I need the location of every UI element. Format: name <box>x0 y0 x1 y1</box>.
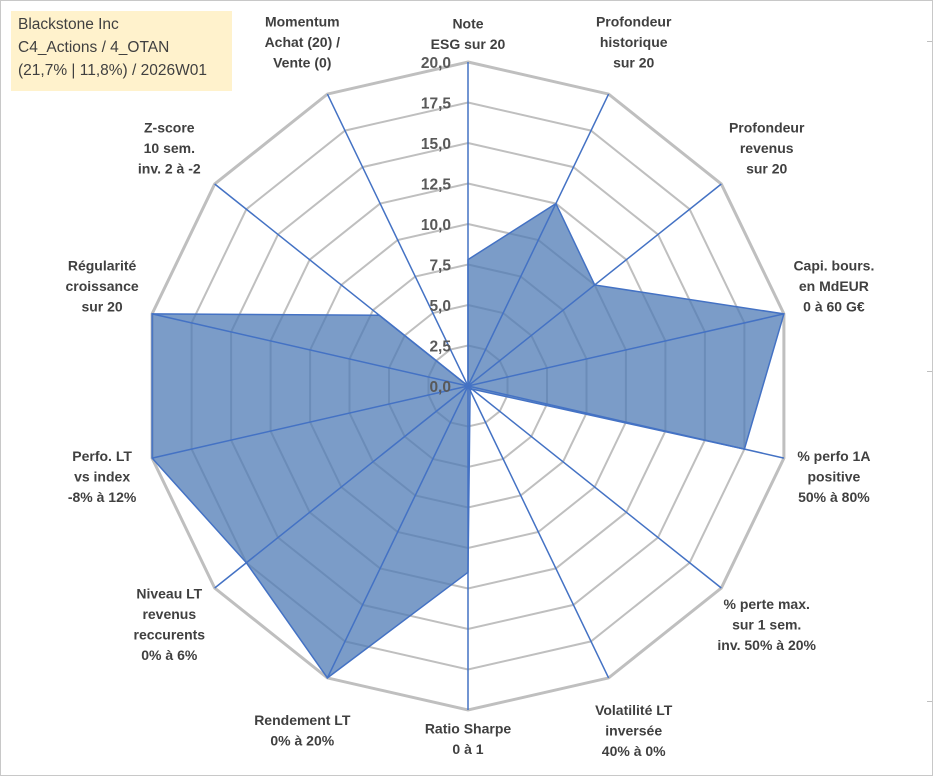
axis-label-line: Volatilité LT <box>595 702 673 718</box>
axis-spoke <box>326 93 469 387</box>
axis-label-line: % perfo 1A <box>797 448 870 464</box>
axis-label: Régularité croissance sur 20 <box>66 258 139 315</box>
radial-tick-label: 0,0 <box>429 379 451 396</box>
axis-label: Rendement LT 0% à 20% <box>254 712 351 749</box>
axis-label-line: -8% à 12% <box>68 489 137 505</box>
axis-label-line: ESG sur 20 <box>431 36 506 52</box>
axis-label-line: Profondeur <box>596 14 672 30</box>
axis-label-line: Vente (0) <box>273 55 331 71</box>
axis-label-line: inversée <box>605 722 662 738</box>
axis-spoke <box>326 385 469 679</box>
axis-spoke <box>467 183 722 387</box>
company-name: Blackstone Inc <box>18 16 119 33</box>
axis-label: % perte max. sur 1 sem. inv. 50% à 20% <box>717 596 816 653</box>
axis-label-line: reccurents <box>134 627 206 643</box>
axis-label: Capi. bours. en MdEUR 0 à 60 G€ <box>793 258 874 315</box>
axis-spoke <box>151 313 469 387</box>
radial-tick-label: 10,0 <box>421 217 451 234</box>
axis-label-line: Capi. bours. <box>793 258 874 274</box>
axis-label: Perfo. LT vs index -8% à 12% <box>68 448 137 505</box>
axis-label-line: Rendement LT <box>254 712 351 728</box>
axis-label: Note ESG sur 20 <box>431 16 506 53</box>
axis-label-line: Perfo. LT <box>72 448 132 464</box>
axis-label-line: 50% à 80% <box>798 489 870 505</box>
axis-label-line: 0% à 20% <box>270 733 334 749</box>
axis-label-line: revenus <box>142 606 196 622</box>
axis-spoke <box>467 385 785 459</box>
axis-label: Profondeur historique sur 20 <box>596 14 672 71</box>
axis-spoke <box>467 313 785 387</box>
radial-tick-label: 2,5 <box>429 339 451 356</box>
axis-spoke <box>151 385 469 459</box>
edge-tick-mark <box>927 41 932 42</box>
axis-label-line: Note <box>452 16 483 32</box>
axis-label-line: croissance <box>66 278 139 294</box>
axis-label-line: sur 20 <box>81 299 122 315</box>
axis-label-line: Ratio Sharpe <box>425 721 512 737</box>
axis-spoke <box>214 183 469 387</box>
axis-spoke <box>467 93 610 387</box>
axis-spoke <box>214 385 469 589</box>
radial-tick-label: 20,0 <box>421 55 451 72</box>
axis-label-line: 0% à 6% <box>141 647 198 663</box>
radial-tick-labels: 0,0 2,5 5,0 7,5 10,0 12,5 15,0 17,5 20,0 <box>421 55 452 396</box>
axis-label-line: positive <box>807 468 860 484</box>
axis-label-line: Profondeur <box>729 120 805 136</box>
radial-tick-label: 17,5 <box>421 96 452 113</box>
axis-label-line: sur 20 <box>746 161 787 177</box>
axis-label-line: inv. 50% à 20% <box>717 637 816 653</box>
axis-label-line: Z-score <box>144 120 195 136</box>
performance-period: (21,7% | 11,8%) / 2026W01 <box>18 62 207 79</box>
axis-label-line: Niveau LT <box>136 586 202 602</box>
radar-spokes <box>151 62 785 710</box>
axis-label-line: 0 à 1 <box>452 741 483 757</box>
radial-tick-label: 7,5 <box>429 258 451 275</box>
axis-label-line: vs index <box>74 468 130 484</box>
radial-tick-label: 5,0 <box>429 298 451 315</box>
axis-label-line: 10 sem. <box>144 140 195 156</box>
axis-label: Profondeur revenus sur 20 <box>729 120 805 177</box>
axis-label-line: Régularité <box>68 258 137 274</box>
axis-label: Z-score 10 sem. inv. 2 à -2 <box>138 120 201 177</box>
portfolio-category: C4_Actions / 4_OTAN <box>18 39 170 56</box>
axis-label-line: 40% à 0% <box>602 743 666 759</box>
edge-tick-mark <box>927 371 932 372</box>
axis-label-line: sur 20 <box>613 55 654 71</box>
axis-label-line: sur 1 sem. <box>732 616 801 632</box>
axis-label: Volatilité LT inversée 40% à 0% <box>595 702 673 759</box>
axis-label-line: historique <box>600 34 668 50</box>
chart-title-box: Blackstone Inc C4_Actions / 4_OTAN (21,7… <box>11 11 232 91</box>
axis-spoke <box>467 385 610 679</box>
axis-label: Ratio Sharpe 0 à 1 <box>425 721 512 758</box>
axis-label: Momentum Achat (20) / Vente (0) <box>265 14 341 71</box>
axis-label: Niveau LT revenus reccurents 0% à 6% <box>134 586 206 664</box>
axis-label: % perfo 1A positive 50% à 80% <box>797 448 870 505</box>
axis-label-line: inv. 2 à -2 <box>138 161 201 177</box>
axis-label-line: Momentum <box>265 14 340 30</box>
edge-tick-mark <box>927 701 932 702</box>
axis-spoke <box>467 385 722 589</box>
radial-tick-label: 12,5 <box>421 177 452 194</box>
axis-label-line: en MdEUR <box>799 278 869 294</box>
axis-label-line: 0 à 60 G€ <box>803 299 865 315</box>
axis-label-line: revenus <box>740 140 794 156</box>
radial-tick-label: 15,0 <box>421 136 451 153</box>
axis-labels: Note ESG sur 20 Profondeur historique sur 20… <box>66 14 875 759</box>
axis-label-line: Achat (20) / <box>265 34 341 50</box>
axis-label-line: % perte max. <box>724 596 810 612</box>
